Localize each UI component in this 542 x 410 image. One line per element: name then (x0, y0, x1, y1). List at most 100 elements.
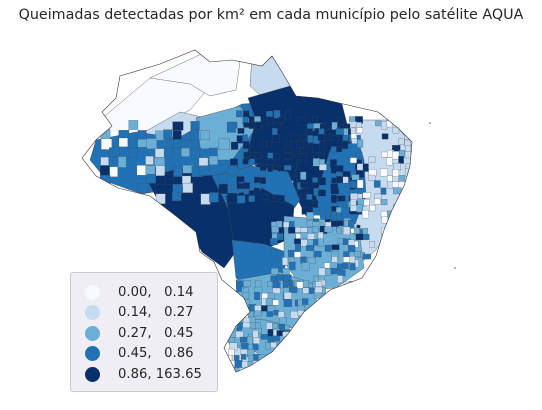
municipality-cell (343, 256, 351, 263)
municipality-cell (330, 194, 337, 203)
island-dot (429, 122, 431, 124)
municipality-cell (336, 176, 344, 184)
municipality-cell (350, 199, 357, 206)
municipality-cell (324, 244, 332, 252)
municipality-cell (242, 158, 249, 165)
municipality-cell (282, 268, 290, 276)
municipality-cell (410, 228, 412, 237)
municipality-cell (190, 121, 200, 131)
municipality-cell (404, 187, 412, 194)
legend-label-class-2: 0.14, 0.27 (118, 305, 194, 321)
municipality-cell (227, 174, 237, 186)
municipality-cell (311, 226, 319, 233)
municipality-cell (272, 323, 278, 329)
municipality-cell (278, 311, 285, 319)
municipality-cell (237, 310, 246, 316)
municipality-cell (100, 165, 111, 176)
municipality-cell (226, 121, 236, 133)
municipality-cell (277, 165, 285, 172)
municipality-cell (234, 355, 240, 361)
municipality-cell (337, 165, 344, 173)
municipality-cell (348, 239, 355, 246)
municipality-cell (270, 268, 279, 275)
municipality-cell (145, 155, 154, 165)
municipality-cell (242, 292, 250, 299)
municipality-cell (243, 287, 249, 293)
municipality-cell (243, 182, 250, 189)
municipality-cell (266, 311, 273, 317)
country-outline (81, 49, 413, 373)
municipality-cell (330, 188, 339, 195)
municipality-cell (278, 323, 285, 330)
municipality-cell (300, 181, 308, 188)
municipality-cell (248, 146, 255, 153)
municipality-cell (336, 293, 344, 300)
municipality-cell (200, 130, 210, 141)
municipality-cell (405, 121, 412, 127)
municipality-cell (300, 239, 308, 247)
municipality-cell (312, 177, 318, 183)
municipality-cell (315, 281, 323, 287)
municipality-cell (266, 141, 272, 148)
municipality-cell (173, 165, 183, 177)
municipality-cell (267, 117, 274, 125)
municipality-cell (285, 153, 293, 160)
municipality-cell (172, 121, 184, 131)
municipality-cell (393, 252, 399, 261)
municipality-cell (302, 317, 308, 324)
municipality-cell (331, 122, 338, 130)
municipality-cell (307, 257, 316, 265)
municipality-cell (254, 176, 261, 183)
municipality-cell (254, 291, 260, 300)
municipality-cell (380, 187, 387, 195)
municipality-cell (240, 354, 247, 360)
municipality-cell (342, 262, 349, 269)
municipality-cell (367, 174, 376, 181)
municipality-cell (318, 189, 326, 197)
municipality-cell (381, 151, 389, 158)
municipality-cell (254, 122, 263, 131)
municipality-cell (386, 234, 394, 242)
municipality-cell (297, 117, 306, 126)
municipality-cell (355, 151, 363, 159)
municipality-cell (337, 117, 345, 125)
municipality-cell (318, 267, 327, 276)
municipality-cell (289, 261, 296, 271)
municipality-cell (356, 204, 363, 213)
municipality-cell (249, 322, 257, 329)
municipality-cell (273, 153, 280, 161)
municipality-cell (228, 337, 236, 343)
municipality-cell (392, 169, 400, 177)
municipality-cell (324, 262, 331, 269)
municipality-cell (272, 287, 281, 294)
municipality-cell (271, 335, 280, 342)
municipality-cell (306, 245, 315, 251)
municipality-cell (190, 129, 200, 141)
municipality-cell (324, 298, 333, 306)
municipality-cell (349, 180, 357, 188)
municipality-cell (296, 334, 304, 341)
municipality-cell (99, 174, 111, 186)
municipality-cell (303, 323, 309, 331)
municipality-cell (392, 241, 402, 247)
municipality-cell (253, 187, 260, 195)
municipality-cell (100, 129, 111, 140)
municipality-cell (347, 220, 355, 229)
legend-item-class-3: 0.27, 0.45 (85, 323, 217, 344)
municipality-cell (331, 293, 340, 300)
municipality-cell (381, 234, 390, 241)
municipality-cell (100, 156, 109, 166)
municipality-cell (276, 220, 283, 228)
municipality-cell (306, 146, 314, 153)
municipality-cell (118, 137, 128, 147)
municipality-cell (282, 355, 291, 364)
legend-item-class-1: 0.00, 0.14 (85, 282, 217, 303)
municipality-cell (99, 183, 111, 194)
municipality-cell (362, 192, 371, 199)
municipality-cell (324, 134, 331, 141)
municipality-cell (404, 223, 412, 230)
municipality-cell (386, 120, 393, 128)
municipality-cell (267, 152, 274, 159)
municipality-cell (288, 360, 296, 367)
